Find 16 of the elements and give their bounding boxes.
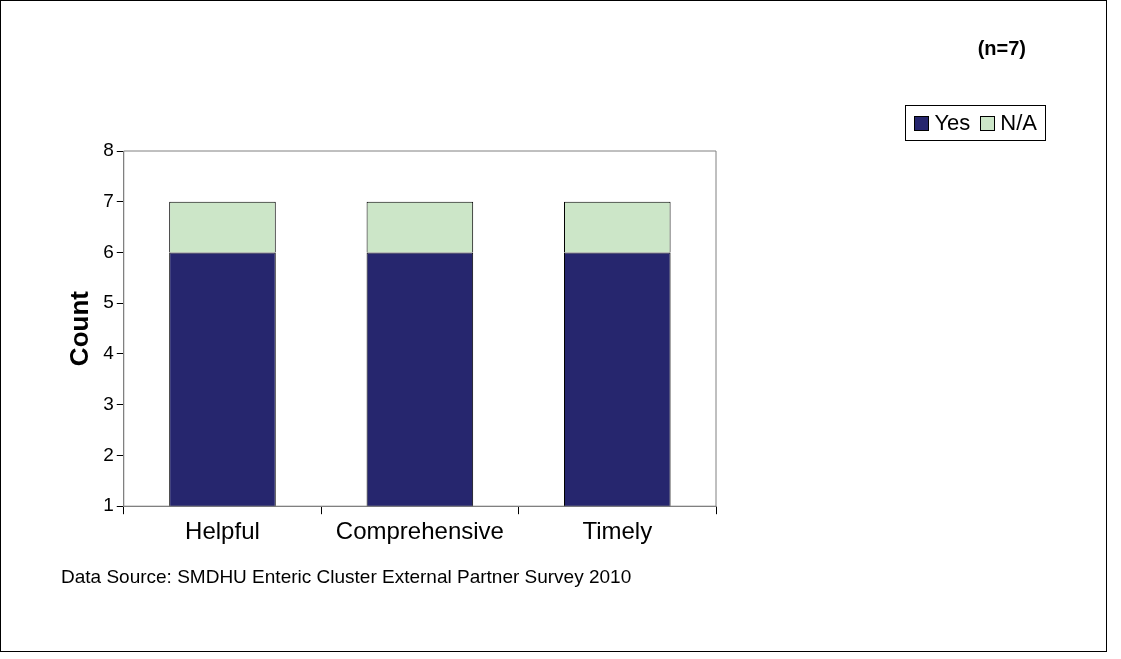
y-axis-title: Count (63, 290, 94, 367)
y-tick-label: 7 (103, 189, 114, 211)
text: (n=7) (977, 37, 1026, 60)
x-tick-label: Timely (582, 517, 653, 545)
x-tick-label: Comprehensive (335, 517, 504, 545)
y-tick-label: 6 (103, 240, 114, 262)
y-tick-label: 8 (103, 139, 114, 161)
y-tick-label: 5 (103, 291, 114, 313)
y-tick-label: 4 (103, 342, 115, 364)
x-tick-label: Helpful (185, 517, 260, 545)
y-tick-label: 3 (103, 392, 114, 414)
y-tick-label: 2 (103, 443, 114, 465)
legend-label: Yes (934, 110, 971, 136)
y-tick-label: 1 (103, 494, 114, 516)
legend-label: N/A (1000, 110, 1037, 136)
source-note: Data Source: SMDHU Enteric Cluster External Partner Survey 2010 (61, 566, 632, 588)
